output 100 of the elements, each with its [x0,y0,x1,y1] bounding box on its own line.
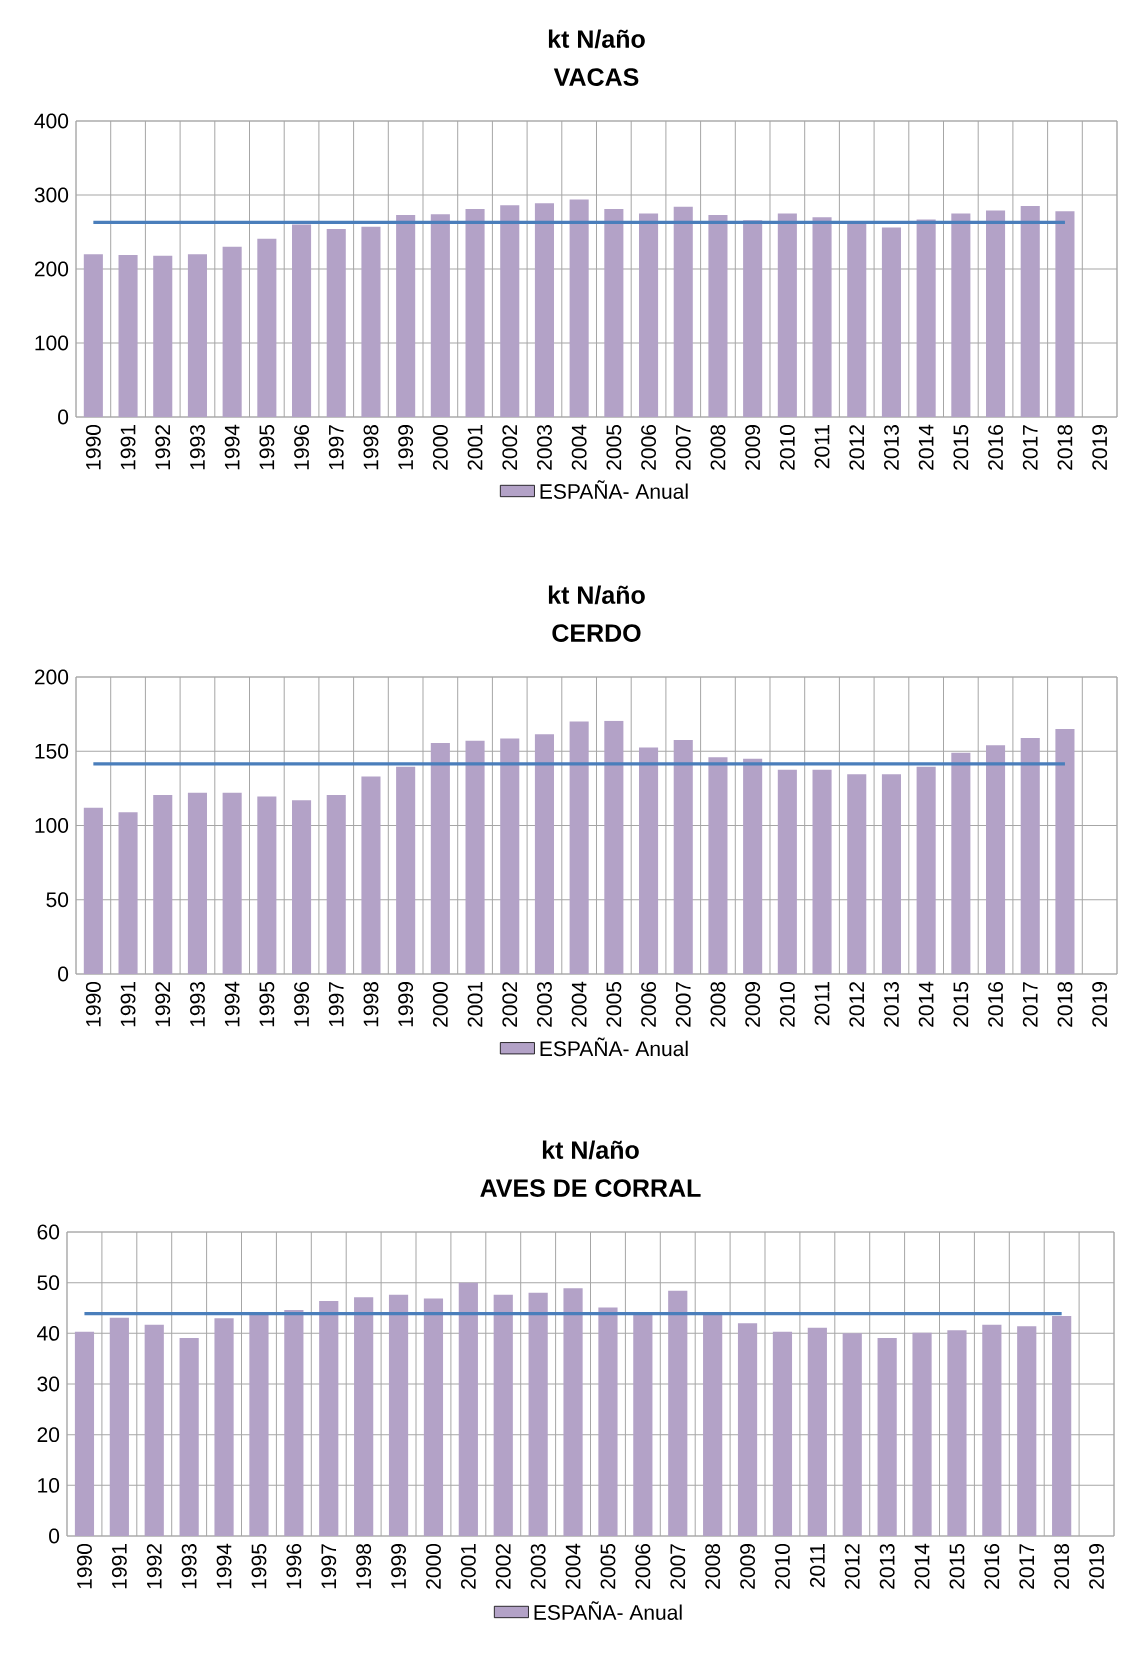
bar [187,254,207,417]
bar [604,209,624,417]
x-tick-label: 1998 [356,1543,372,1589]
bar [1017,1326,1037,1536]
bar [284,1310,304,1536]
x-tick-label: 1999 [391,1544,406,1589]
x-tick-label: 1990 [85,424,101,470]
bar [569,721,589,974]
bar [951,752,971,974]
y-tick-label: 50 [46,892,69,908]
bar [986,210,1006,417]
x-tick-label: 2008 [710,424,726,470]
bar [388,1294,409,1536]
bar [877,1337,897,1536]
x-tick-label: 2017 [1022,425,1038,470]
bar [153,255,173,417]
x-tick-label: 2018 [1057,981,1073,1027]
x-tick-label: 2001 [467,425,483,470]
x-tick-label: 2013 [884,981,899,1027]
bar [465,740,485,974]
x-tick-label: 2008 [710,981,726,1027]
y-tick-label: 20 [37,1427,60,1443]
bar [214,1318,234,1536]
x-tick-label: 2009 [745,982,761,1027]
bar [326,229,346,417]
x-tick-label: 2016 [988,981,1003,1027]
bar [534,203,554,417]
bar [1052,1316,1072,1536]
y-tick-label: 0 [58,966,69,982]
bar [493,1294,513,1536]
x-tick-label: 1997 [328,425,344,470]
bar [916,219,936,417]
x-tick-label: 1999 [398,425,414,470]
bar [737,1323,758,1536]
x-tick-label: 1996 [294,424,309,470]
x-tick-label: 2019 [1092,425,1108,470]
y-tick-label: 0 [58,409,69,425]
bar [598,1307,618,1536]
x-tick-label: 1990 [77,1543,92,1589]
y-tick-label: 40 [37,1325,60,1341]
bar [881,774,901,974]
chart-subtitle: CERDO [552,624,641,642]
x-tick-label: 2012 [849,425,865,470]
bar [500,205,520,417]
bar [668,1290,688,1536]
bar [604,720,624,974]
bar [812,217,832,417]
x-tick-label: 2014 [914,1543,930,1589]
x-tick-label: 1995 [251,1543,267,1589]
y-tick-label: 100 [35,335,69,351]
bar [986,745,1006,974]
x-tick-label: 2015 [953,981,969,1027]
x-tick-label: 1993 [190,981,205,1027]
legend-label: ESPAÑA- Anual [540,480,688,499]
bar [569,199,589,417]
bar [179,1337,199,1536]
x-tick-label: 1998 [363,424,379,470]
chart-subtitle: AVES DE CORRAL [480,1179,701,1197]
bar [982,1324,1002,1536]
x-tick-label: 2018 [1057,424,1073,470]
x-tick-label: 2011 [814,982,830,1026]
bar [396,766,416,974]
bar [465,209,485,417]
x-tick-label: 2007 [675,425,691,470]
y-tick-label: 50 [37,1275,60,1291]
bar [319,1300,339,1536]
bar [812,769,832,974]
bar [947,1330,967,1536]
x-tick-label: 2002 [502,425,518,470]
bar [916,766,936,974]
bar [396,214,416,417]
x-tick-label: 1991 [111,1544,127,1589]
x-tick-label: 2004 [565,1543,581,1589]
x-tick-label: 1994 [224,424,240,470]
x-tick-label: 2006 [641,981,656,1027]
bar [1055,728,1075,974]
x-tick-label: 1996 [286,1543,302,1589]
x-tick-label: 2015 [949,1543,965,1589]
x-tick-label: 2018 [1054,1543,1070,1589]
bar [257,796,277,974]
x-tick-label: 1994 [216,1543,232,1589]
x-tick-label: 2016 [988,424,1003,470]
legend-label: ESPAÑA- Anual [540,1037,688,1057]
bar [708,214,728,417]
x-tick-label: 2012 [849,982,865,1027]
bar [500,738,520,974]
bar [743,758,763,974]
bar [847,221,867,417]
bar [1055,211,1075,417]
bar [563,1288,583,1536]
y-tick-label: 60 [37,1224,60,1240]
x-tick-label: 1993 [190,424,205,470]
bar [708,757,728,974]
bar [951,213,971,417]
x-tick-label: 1993 [181,1543,197,1589]
bar [292,224,312,417]
x-tick-label: 2017 [1019,1544,1035,1589]
x-tick-label: 2006 [641,424,656,470]
x-tick-label: 2014 [918,981,934,1027]
bar [326,795,346,974]
